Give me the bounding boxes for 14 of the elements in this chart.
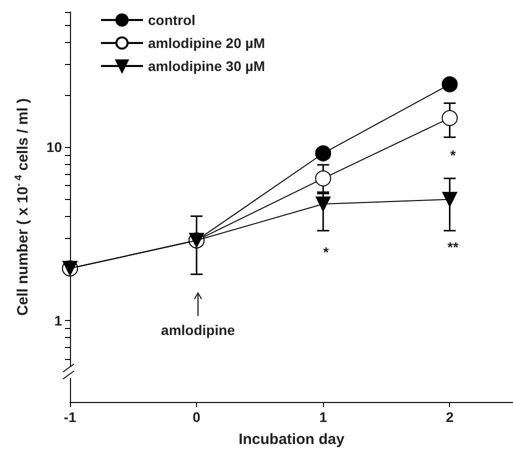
x-tick-label: -1 bbox=[64, 409, 76, 425]
y-axis-title: Cell number ( x 10- 4 cells / ml ) bbox=[14, 98, 32, 316]
legend-label: amlodipine 30 µM bbox=[148, 58, 265, 74]
annotation: ** bbox=[448, 239, 459, 255]
y-tick-label: 10 bbox=[46, 139, 62, 156]
legend-label: control bbox=[148, 12, 196, 28]
x-tick-label: 0 bbox=[192, 409, 201, 425]
annotation: amlodipine bbox=[161, 322, 236, 338]
x-tick-label: 2 bbox=[446, 409, 454, 425]
x-axis-title: Incubation day bbox=[238, 431, 346, 448]
legend-label: amlodipine 20 µM bbox=[148, 35, 265, 51]
x-tick-label: 1 bbox=[319, 409, 328, 425]
annotation: * bbox=[323, 244, 330, 260]
annotation: * bbox=[450, 147, 456, 163]
